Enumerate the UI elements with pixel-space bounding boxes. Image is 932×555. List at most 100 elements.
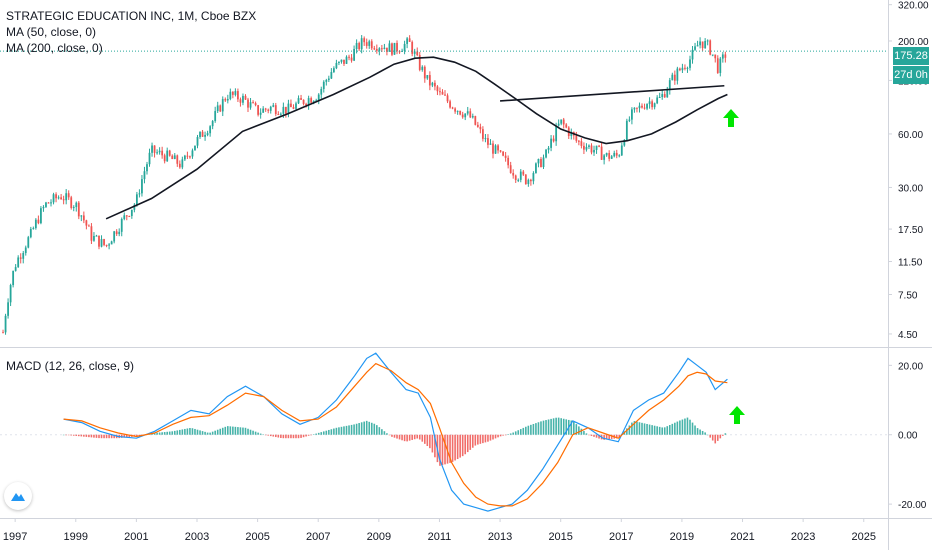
macd-histogram-bar (320, 432, 323, 435)
macd-histogram-bar (214, 430, 216, 435)
macd-histogram-bar (504, 434, 507, 436)
macd-histogram-bar (537, 422, 540, 435)
macd-histogram-bar (171, 431, 174, 435)
candle-body (476, 124, 479, 127)
macd-histogram-bar (108, 434, 110, 439)
candle-body (320, 89, 323, 95)
candle-body (489, 143, 492, 145)
macd-histogram-bar (411, 434, 413, 440)
macd-histogram-bar (724, 433, 727, 435)
candle-body (466, 111, 469, 114)
macd-histogram-bar (310, 434, 312, 436)
candle-body (108, 244, 111, 246)
macd-histogram-bar (209, 432, 211, 435)
macd-histogram-bar (653, 425, 656, 435)
macd-histogram-bar (696, 428, 699, 435)
candle-body (24, 247, 27, 254)
macd-histogram-bar (441, 434, 444, 466)
candle-body (383, 47, 386, 50)
macd-histogram-bar (421, 434, 424, 442)
macd-histogram-bar (575, 424, 578, 435)
candle-body (666, 90, 669, 98)
candle-body (312, 100, 315, 103)
macd-histogram-bar (588, 434, 590, 436)
candle-body (277, 114, 280, 116)
macd-histogram-bar (489, 434, 492, 441)
macd-histogram-bar (287, 434, 290, 439)
candle-body (446, 95, 449, 102)
candle-body (146, 164, 148, 172)
candle-body (479, 126, 482, 130)
candle-body (50, 202, 52, 204)
candle-body (494, 145, 497, 154)
candle-body (307, 98, 310, 106)
macd-histogram-bar (393, 434, 396, 438)
macd-histogram-bar (302, 434, 305, 438)
macd-histogram-bar (368, 421, 371, 435)
ma50-label[interactable]: MA (50, close, 0) (6, 25, 97, 39)
candle-body (37, 219, 40, 224)
candle-body (676, 68, 679, 81)
candle-body (684, 67, 686, 69)
macd-histogram-bar (535, 423, 537, 435)
candle-body (181, 159, 184, 168)
candle-body (88, 225, 90, 227)
macd-histogram-bar (610, 434, 613, 439)
macd-histogram-bar (542, 420, 545, 435)
arrow-shape (729, 406, 745, 424)
macd-histogram-bar (300, 434, 302, 438)
macd-histogram-bar (439, 434, 441, 466)
candle-body (65, 193, 68, 201)
candle-body (34, 219, 37, 229)
candle-body (696, 45, 699, 47)
macd-histogram-bar (658, 426, 661, 435)
macd-histogram-bar (70, 434, 73, 436)
candle-body (661, 94, 664, 97)
macd-label[interactable]: MACD (12, 26, close, 9) (6, 359, 135, 373)
candle-body (302, 99, 305, 104)
candle-body (27, 237, 30, 248)
candle-body (4, 315, 7, 333)
candle-body (151, 145, 153, 153)
candle-body (287, 103, 290, 114)
macd-histogram-bar (413, 434, 416, 440)
time-tick-label: 2011 (428, 531, 452, 543)
symbol-title[interactable]: STRATEGIC EDUCATION INC, 1M, Cboe BZX (6, 9, 257, 23)
candle-body (716, 58, 719, 73)
macd-histogram-bar (305, 434, 307, 437)
ma200-label[interactable]: MA (200, close, 0) (6, 41, 103, 55)
candle-body (161, 150, 164, 156)
candle-body (82, 215, 85, 221)
macd-histogram-bar (573, 421, 575, 435)
candle-body (449, 101, 451, 108)
macd-histogram-bar (358, 423, 360, 435)
macd-histogram-bar (110, 434, 113, 439)
macd-histogram-bar (580, 428, 583, 435)
candle-body (603, 155, 606, 160)
macd-histogram-bar (565, 419, 568, 435)
tradingview-logo-icon[interactable] (4, 482, 32, 510)
candle-body (345, 56, 348, 64)
candle-body (638, 105, 641, 109)
macd-histogram-bar (211, 431, 214, 435)
macd-histogram-bar (355, 423, 358, 435)
macd-histogram-bar (239, 427, 242, 435)
macd-histogram-bar (502, 434, 504, 436)
candle-body (166, 150, 169, 162)
macd-histogram-bar (151, 433, 153, 435)
candle-body (247, 99, 249, 108)
candle-body (100, 239, 103, 247)
candle-body (459, 110, 462, 115)
candle-body (537, 158, 540, 164)
candle-body (75, 202, 78, 208)
macd-histogram-bar (103, 434, 105, 439)
candle-body (113, 231, 116, 242)
macd-histogram-bar (694, 425, 696, 435)
macd-histogram-bar (95, 434, 98, 438)
macd-histogram-bar (540, 421, 542, 435)
candle-body (555, 125, 558, 142)
candle-body (60, 197, 63, 200)
macd-histogram-bar (689, 419, 691, 435)
macd-histogram-bar (206, 432, 209, 435)
